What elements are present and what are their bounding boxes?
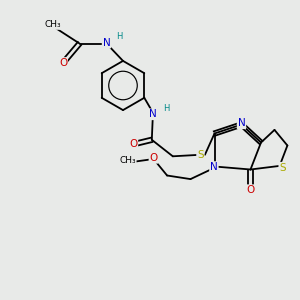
Text: N: N: [210, 162, 218, 172]
Text: O: O: [149, 153, 158, 163]
Text: CH₃: CH₃: [119, 156, 136, 165]
Text: O: O: [246, 185, 255, 195]
Text: S: S: [197, 150, 204, 160]
Text: N: N: [149, 109, 157, 119]
Text: O: O: [59, 58, 67, 68]
Text: H: H: [163, 104, 169, 113]
Text: O: O: [129, 139, 137, 149]
Text: H: H: [116, 32, 122, 41]
Text: N: N: [103, 38, 110, 48]
Text: CH₃: CH₃: [44, 20, 61, 29]
Text: S: S: [279, 163, 286, 173]
Text: N: N: [238, 118, 245, 128]
